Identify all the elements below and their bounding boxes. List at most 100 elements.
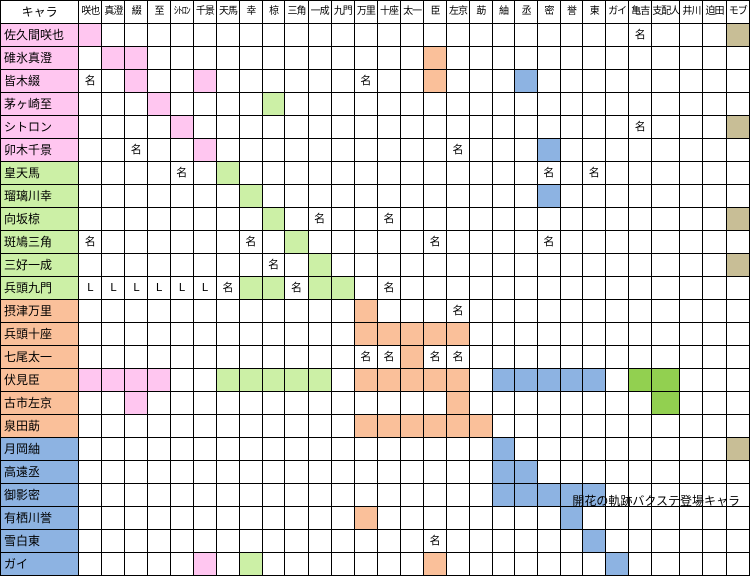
table-cell (702, 529, 727, 553)
character-name: ガイ (0, 552, 80, 576)
table-cell (261, 138, 286, 162)
table-cell (445, 161, 471, 185)
character-name: 高遠丞 (0, 460, 80, 484)
table-cell (491, 161, 516, 185)
table-cell (261, 184, 286, 208)
table-cell (400, 276, 425, 300)
character-name: 兵頭十座 (0, 322, 80, 346)
table-cell (445, 253, 471, 277)
table-cell (330, 276, 355, 300)
table-cell (423, 46, 447, 70)
table-cell (353, 460, 378, 484)
table-cell (215, 552, 241, 576)
table-cell (491, 529, 516, 553)
table-cell (536, 69, 561, 93)
table-cell (192, 437, 217, 461)
table-cell (423, 184, 447, 208)
table-cell (536, 460, 561, 484)
table-cell (582, 276, 607, 300)
table-cell (215, 299, 241, 323)
table-cell (514, 253, 538, 277)
table-cell (192, 414, 217, 438)
column-header: 咲也 (78, 0, 103, 24)
table-cell (215, 230, 241, 254)
table-cell (651, 207, 681, 231)
table-cell (376, 23, 402, 47)
table-cell (192, 138, 217, 162)
table-cell (491, 483, 516, 507)
table-cell (147, 184, 171, 208)
table-cell (147, 322, 171, 346)
table-cell (702, 437, 727, 461)
table-cell (651, 552, 681, 576)
table-cell (169, 483, 194, 507)
table-cell (605, 322, 630, 346)
table-cell (284, 69, 309, 93)
table-cell (147, 368, 171, 392)
table-cell (536, 391, 561, 415)
table-cell (376, 414, 402, 438)
table-cell (330, 230, 355, 254)
table-cell (284, 46, 309, 70)
table-cell (445, 115, 471, 139)
table-cell (469, 391, 493, 415)
table-cell (169, 207, 194, 231)
table-cell (559, 552, 584, 576)
table-row: 兵頭十座 (0, 322, 750, 346)
table-cell (400, 92, 425, 116)
table-cell (215, 184, 241, 208)
table-cell (261, 161, 286, 185)
table-cell: 名 (261, 253, 286, 277)
table-cell (78, 115, 103, 139)
table-cell (353, 414, 378, 438)
table-cell: 名 (169, 161, 194, 185)
column-header: 亀吉 (628, 0, 653, 24)
table-cell (261, 207, 286, 231)
table-cell (491, 437, 516, 461)
table-cell (284, 115, 309, 139)
column-header: 迫田 (702, 0, 727, 24)
table-cell (651, 161, 681, 185)
table-cell (239, 92, 263, 116)
table-cell: L (101, 276, 126, 300)
table-cell (353, 529, 378, 553)
table-cell (559, 345, 584, 369)
table-cell (491, 46, 516, 70)
character-name: 三好一成 (0, 253, 80, 277)
table-cell (582, 322, 607, 346)
table-cell (725, 391, 750, 415)
table-cell (192, 46, 217, 70)
table-cell (559, 23, 584, 47)
table-cell (605, 391, 630, 415)
table-cell (192, 552, 217, 576)
table-cell (702, 138, 727, 162)
table-cell (725, 529, 750, 553)
table-cell (725, 460, 750, 484)
table-cell (423, 460, 447, 484)
table-cell (491, 253, 516, 277)
table-cell (651, 437, 681, 461)
table-cell: L (169, 276, 194, 300)
table-cell (147, 230, 171, 254)
table-cell (284, 184, 309, 208)
table-cell (261, 437, 286, 461)
table-cell (628, 299, 653, 323)
table-cell (702, 115, 727, 139)
table-cell (559, 115, 584, 139)
table-cell (284, 483, 309, 507)
table-cell (239, 460, 263, 484)
table-cell (169, 46, 194, 70)
table-cell (491, 299, 516, 323)
table-cell (605, 138, 630, 162)
table-cell: 名 (376, 207, 402, 231)
table-cell (124, 92, 149, 116)
table-cell (192, 299, 217, 323)
table-cell (491, 552, 516, 576)
table-cell (284, 322, 309, 346)
table-cell (101, 345, 126, 369)
table-cell (284, 230, 309, 254)
table-row: 摂津万里 名 (0, 299, 750, 323)
table-cell (124, 437, 149, 461)
table-cell (124, 391, 149, 415)
table-cell (124, 69, 149, 93)
